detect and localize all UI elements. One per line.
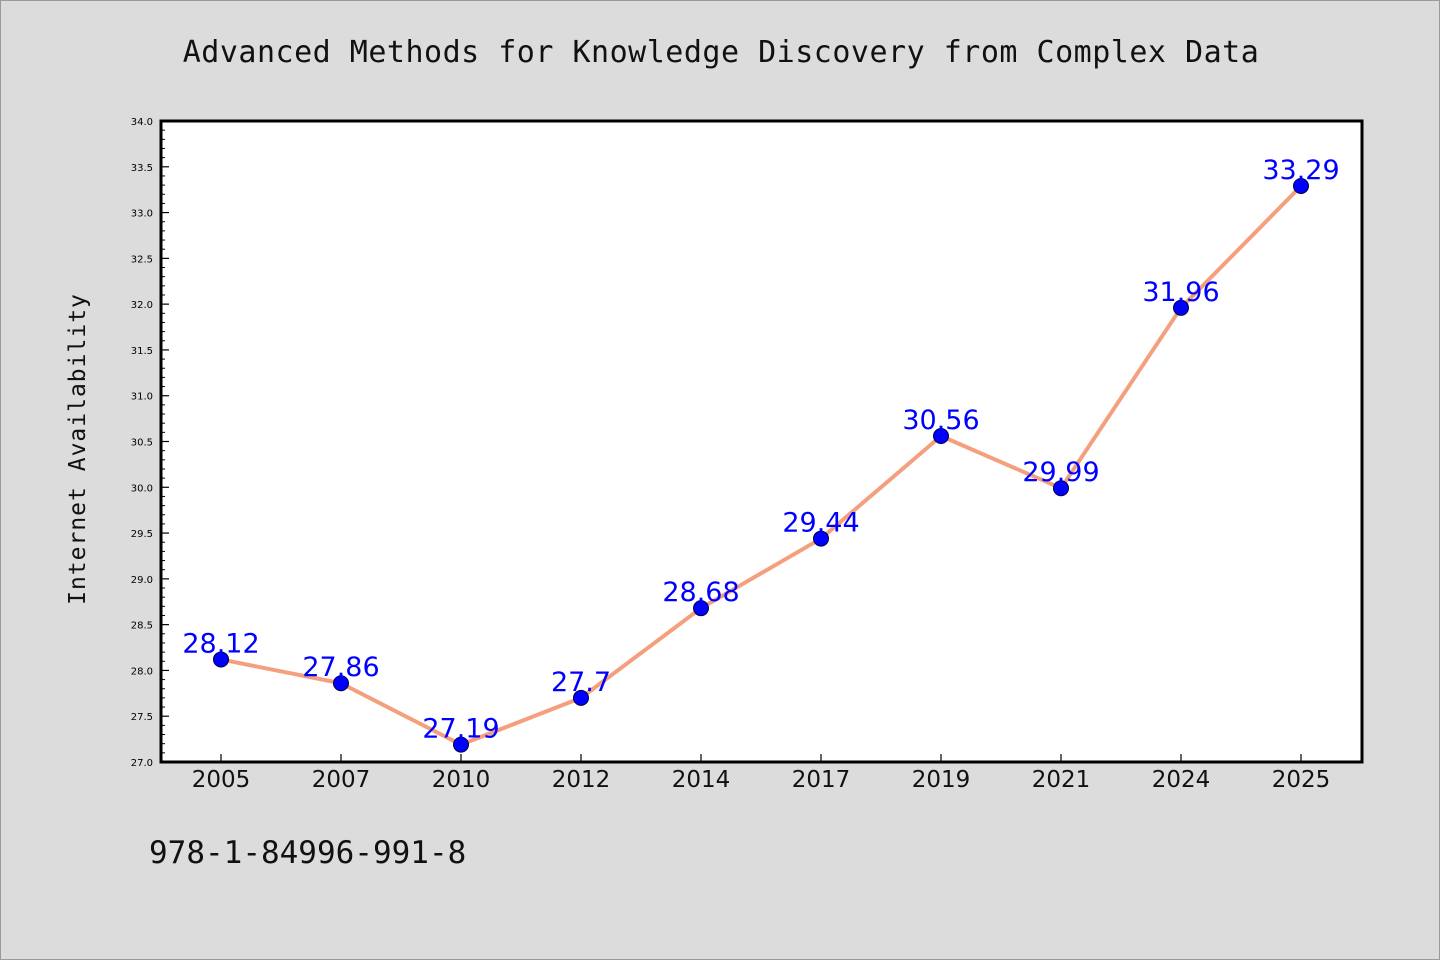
x-tick-label: 2010 <box>432 767 491 793</box>
y-axis: 27.0 27.5 28.0 28.5 29.0 29.5 30.0 30.5 31.0 31.5… <box>131 117 169 769</box>
data-label: 31.96 <box>1142 277 1219 308</box>
y-tick-label: 31.5 <box>131 346 153 357</box>
data-point <box>333 675 349 692</box>
data-label: 27.86 <box>302 652 379 683</box>
x-tick-label: 2007 <box>312 767 371 793</box>
plot-frame <box>159 119 1364 764</box>
data-label: 27.7 <box>551 667 611 698</box>
x-axis: 2005 2007 2010 2012 2014 2017 2019 2021 2024 2025 <box>192 754 1331 793</box>
data-point <box>693 600 709 617</box>
x-tick-label: 2017 <box>792 767 851 793</box>
x-tick-label: 2024 <box>1152 767 1211 793</box>
data-point <box>1293 178 1309 195</box>
y-tick-label: 32.0 <box>131 300 153 311</box>
data-point <box>573 689 589 706</box>
y-tick-label: 28.0 <box>131 666 153 677</box>
data-label: 33.29 <box>1262 155 1339 186</box>
y-tick-label: 29.0 <box>131 575 153 586</box>
x-tick-label: 2019 <box>912 767 971 793</box>
data-label: 28.12 <box>182 628 259 659</box>
data-label: 29.44 <box>782 508 859 539</box>
data-label: 27.19 <box>422 714 499 745</box>
y-tick-label: 34.0 <box>131 117 153 128</box>
data-label: 30.56 <box>902 405 979 436</box>
data-point <box>453 736 469 753</box>
data-point <box>1173 299 1189 316</box>
series-0: 28.12 27.86 27.19 27.7 28.68 29.44 30.56 29.99 3… <box>182 155 1340 753</box>
chart-title: Advanced Methods for Knowledge Discovery… <box>182 35 1260 70</box>
x-tick-label: 2025 <box>1272 767 1331 793</box>
isbn-text: 978-1-84996-991-8 <box>149 835 467 871</box>
y-tick-label: 30.5 <box>131 438 153 449</box>
y-tick-label: 31.0 <box>131 392 153 403</box>
x-tick-label: 2012 <box>552 767 611 793</box>
y-tick-label: 27.5 <box>131 712 153 723</box>
series-line <box>219 184 1303 747</box>
data-point <box>813 530 829 547</box>
x-tick-label: 2014 <box>672 767 731 793</box>
x-tick-label: 2005 <box>192 767 251 793</box>
data-point <box>1053 480 1069 497</box>
data-point <box>933 428 949 445</box>
data-label: 28.68 <box>662 577 739 608</box>
data-point <box>213 651 229 668</box>
y-tick-label: 32.5 <box>131 254 153 265</box>
y-tick-label: 27.0 <box>131 758 153 769</box>
y-tick-label: 33.0 <box>131 209 153 220</box>
y-tick-label: 33.5 <box>131 163 153 174</box>
y-tick-label: 28.5 <box>131 621 153 632</box>
y-tick-label: 29.5 <box>131 529 153 540</box>
x-tick-label: 2021 <box>1032 767 1091 793</box>
data-label: 29.99 <box>1022 457 1099 488</box>
y-tick-label: 30.0 <box>131 483 153 494</box>
